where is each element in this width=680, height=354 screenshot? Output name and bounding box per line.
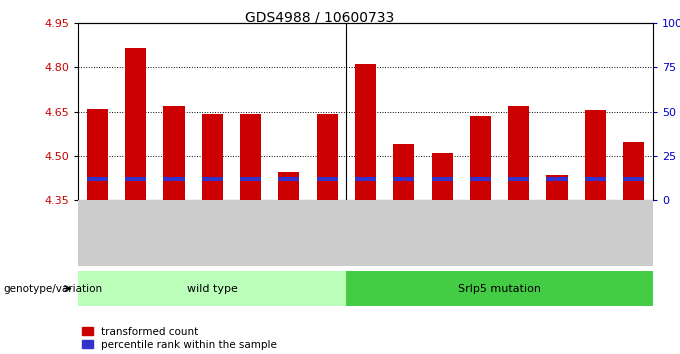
Bar — [432, 153, 453, 200]
Bar — [355, 177, 376, 181]
Bar — [87, 109, 108, 200]
Bar — [508, 105, 529, 200]
Bar — [470, 177, 491, 181]
Bar — [547, 175, 568, 200]
Bar — [317, 177, 338, 181]
Bar — [163, 105, 184, 200]
Bar — [317, 114, 338, 200]
Bar — [125, 48, 146, 200]
Bar — [432, 177, 453, 181]
Text: wild type: wild type — [187, 284, 238, 293]
Bar — [393, 177, 414, 181]
Bar — [202, 114, 223, 200]
Text: GDS4988 / 10600733: GDS4988 / 10600733 — [245, 11, 394, 25]
Bar — [240, 177, 261, 181]
Bar — [278, 172, 299, 200]
Bar — [585, 177, 606, 181]
Bar — [163, 177, 184, 181]
Bar — [470, 116, 491, 200]
Bar — [585, 110, 606, 200]
Text: Srlp5 mutation: Srlp5 mutation — [458, 284, 541, 293]
Bar — [355, 64, 376, 200]
Bar — [393, 144, 414, 200]
Bar — [202, 177, 223, 181]
Bar — [125, 177, 146, 181]
Bar — [547, 177, 568, 181]
Bar — [278, 177, 299, 181]
Bar — [623, 142, 644, 200]
Bar — [508, 177, 529, 181]
Legend: transformed count, percentile rank within the sample: transformed count, percentile rank withi… — [78, 322, 281, 354]
Text: genotype/variation: genotype/variation — [3, 284, 103, 293]
Bar — [623, 177, 644, 181]
Bar — [240, 114, 261, 200]
Bar — [87, 177, 108, 181]
